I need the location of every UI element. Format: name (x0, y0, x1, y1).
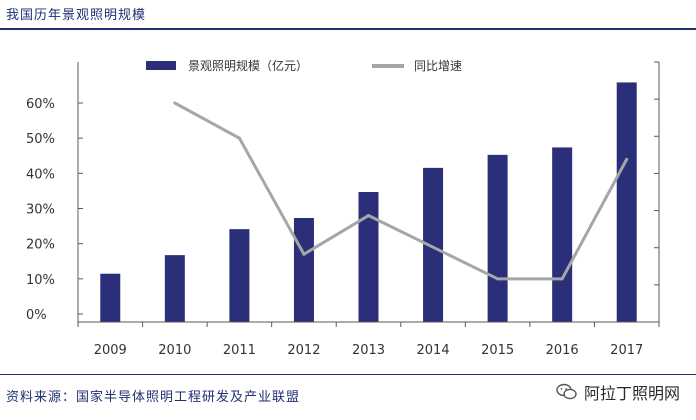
line-point (496, 277, 500, 281)
bar-series (100, 82, 637, 322)
bar (423, 167, 444, 322)
left-axis-tick-label: 10% (26, 273, 55, 288)
bar (616, 82, 637, 322)
x-axis-tick-label: 2009 (94, 343, 127, 358)
line-point (367, 214, 370, 218)
footer-divider (0, 374, 696, 375)
left-axis-tick-label: 40% (26, 167, 55, 182)
x-axis-tick-label: 2015 (481, 343, 514, 358)
watermark: 阿拉丁照明网 (556, 380, 680, 404)
left-axis-tick-label: 30% (26, 203, 55, 218)
x-axis-tick-label: 2013 (352, 343, 385, 358)
bar (229, 229, 250, 322)
left-axis-tick-label: 60% (26, 97, 55, 112)
bar (487, 154, 508, 322)
title-divider (0, 28, 696, 30)
line-point (173, 101, 177, 105)
line-series (173, 101, 629, 281)
line-point (560, 277, 564, 281)
line-point (431, 245, 435, 249)
watermark-text: 阿拉丁照明网 (583, 384, 680, 403)
x-axis-tick-label: 2014 (417, 343, 450, 358)
bar (358, 192, 379, 322)
x-axis-tick-label: 2016 (546, 343, 579, 358)
growth-line (174, 101, 629, 281)
line-point (302, 252, 306, 256)
chart-canvas: 0% 10% 20% 30% 40% 50% 60% 2009 2010 2011 2012 201… (26, 58, 660, 358)
legend-line-label: 同比增速 (414, 59, 462, 73)
left-axis-tick-label: 20% (26, 238, 55, 253)
x-axis-labels: 2009 2010 2011 2012 2013 2014 2015 2016 2017 (77, 321, 660, 358)
bar (552, 147, 573, 322)
x-axis-tick-label: 2011 (223, 343, 256, 358)
x-axis-tick-label: 2017 (610, 343, 643, 358)
x-axis-tick-label: 2012 (287, 343, 320, 358)
left-axis-tick-label: 50% (26, 132, 55, 147)
legend-bar-label: 景观照明规模（亿元） (188, 58, 308, 73)
x-axis-tick-label: 2010 (158, 343, 191, 358)
bar (164, 255, 185, 322)
bar (100, 273, 121, 322)
bar (293, 218, 314, 322)
legend: 景观照明规模（亿元） 同比增速 (146, 58, 462, 73)
left-axis-tick-label: 0% (26, 308, 47, 323)
line-point (625, 157, 629, 161)
legend-bar-swatch (146, 61, 176, 70)
right-axis (654, 61, 660, 323)
wechat-icon (556, 383, 577, 400)
source-note: 资料来源：国家半导体照明工程研发及产业联盟 (6, 390, 301, 405)
left-axis: 0% 10% 20% 30% 40% 50% 60% (26, 62, 83, 323)
line-point (237, 136, 241, 140)
chart-title: 我国历年景观照明规模 (6, 8, 147, 23)
